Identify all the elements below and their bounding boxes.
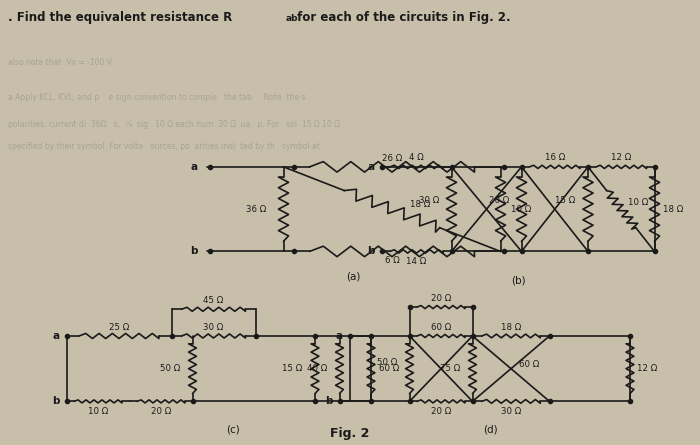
Text: 18 Ω: 18 Ω <box>410 200 430 209</box>
Text: b: b <box>367 247 374 256</box>
Text: b: b <box>52 396 60 406</box>
Text: (b): (b) <box>511 276 525 286</box>
Text: b: b <box>190 247 198 256</box>
Text: (d): (d) <box>483 425 497 434</box>
Text: Fig. 2: Fig. 2 <box>330 427 370 440</box>
Text: 16 Ω: 16 Ω <box>545 154 565 162</box>
Text: 30 Ω: 30 Ω <box>501 407 521 416</box>
Text: 36 Ω: 36 Ω <box>246 205 266 214</box>
Text: polarities, current di  36Ω   s,  ¼  sig   10 Ω each num  30 Ω  ua   p. For   so: polarities, current di 36Ω s, ¼ sig 10 Ω… <box>8 120 340 129</box>
Text: 25 Ω: 25 Ω <box>109 323 129 332</box>
Text: 6 Ω: 6 Ω <box>384 256 400 265</box>
Text: also note that  Vx = -100 V.: also note that Vx = -100 V. <box>8 58 114 67</box>
Text: 10 Ω: 10 Ω <box>629 198 648 207</box>
Text: 20 Ω: 20 Ω <box>151 407 171 416</box>
Text: 4 Ω: 4 Ω <box>409 154 424 162</box>
Text: 50 Ω: 50 Ω <box>377 357 397 367</box>
Text: 12 Ω: 12 Ω <box>637 364 657 373</box>
Text: 50 Ω: 50 Ω <box>160 364 180 373</box>
Text: a: a <box>191 162 198 172</box>
Text: 20 Ω: 20 Ω <box>489 196 509 205</box>
Text: 18 Ω: 18 Ω <box>663 205 683 214</box>
Text: a: a <box>52 331 60 341</box>
Text: . Find the equivalent resistance R: . Find the equivalent resistance R <box>8 11 232 24</box>
Text: 60 Ω: 60 Ω <box>431 323 451 332</box>
Text: b: b <box>325 396 332 406</box>
Text: 18 Ω: 18 Ω <box>501 323 521 332</box>
Text: 30 Ω: 30 Ω <box>204 323 223 332</box>
Text: a: a <box>336 331 343 341</box>
Text: 15 Ω: 15 Ω <box>555 196 575 205</box>
Text: 75 Ω: 75 Ω <box>440 364 460 373</box>
Text: 15 Ω: 15 Ω <box>282 364 302 373</box>
Text: 10 Ω: 10 Ω <box>88 407 108 416</box>
Text: ab: ab <box>286 14 298 23</box>
Text: 26 Ω: 26 Ω <box>382 154 402 163</box>
Text: 14 Ω: 14 Ω <box>407 257 426 266</box>
Text: a: a <box>368 162 374 172</box>
Text: (c): (c) <box>226 425 239 434</box>
Text: 20 Ω: 20 Ω <box>431 294 451 303</box>
Text: a Apply KCL, KVL, and p    e sign convention to comple   the tab  .  Note  the s: a Apply KCL, KVL, and p e sign conventio… <box>8 93 306 102</box>
Text: specified by their symbol. For volta   ources, po  arities indi  ted by th   sym: specified by their symbol. For volta our… <box>8 142 321 151</box>
Text: 60 Ω: 60 Ω <box>519 360 540 369</box>
Text: 12 Ω: 12 Ω <box>611 154 631 162</box>
Text: 60 Ω: 60 Ω <box>379 364 400 373</box>
Text: 30 Ω: 30 Ω <box>419 196 439 205</box>
Text: 45 Ω: 45 Ω <box>204 296 223 305</box>
Text: (a): (a) <box>346 271 360 281</box>
Text: for each of the circuits in Fig. 2.: for each of the circuits in Fig. 2. <box>293 11 510 24</box>
Text: 20 Ω: 20 Ω <box>431 407 451 416</box>
Text: 10 Ω: 10 Ω <box>511 205 531 214</box>
Text: 40 Ω: 40 Ω <box>307 364 327 373</box>
